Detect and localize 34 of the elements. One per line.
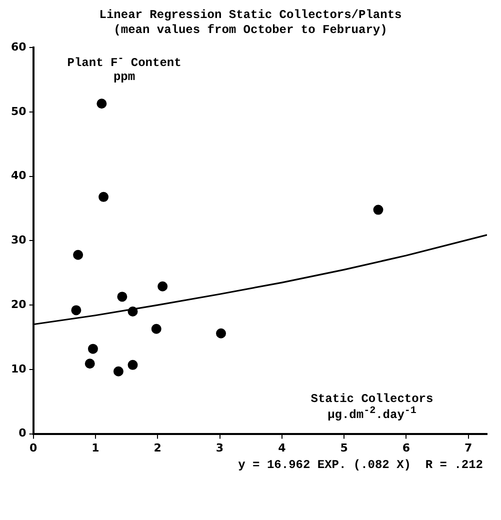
y-tick-label: 30: [10, 234, 27, 247]
point: [216, 328, 226, 338]
y-tick-label: 60: [10, 40, 27, 54]
point: [73, 250, 84, 260]
point: [128, 360, 138, 370]
point: [117, 292, 128, 302]
point: [88, 344, 98, 354]
x-tick-label: 0: [29, 441, 38, 454]
chart-subtitle: (mean values from October to February): [112, 23, 388, 38]
y-tick-label: 40: [10, 169, 27, 182]
point: [98, 192, 109, 202]
x-tick-label: 4: [278, 441, 286, 454]
point: [158, 281, 168, 292]
point: [151, 324, 162, 334]
y-tick-label: 0: [18, 426, 27, 440]
point: [113, 366, 124, 376]
point: [96, 98, 107, 109]
point: [84, 358, 95, 369]
text: y = 16.962 EXP. (.082 X) R = .212: [237, 458, 484, 472]
point: [373, 204, 384, 215]
chart-title: Linear Regression Static Collectors/Plants: [98, 8, 403, 23]
point: [71, 305, 82, 316]
x-tick-label: 6: [402, 441, 410, 454]
x-tick-label: 1: [92, 441, 100, 454]
x-tick-label: 3: [216, 441, 224, 454]
point: [128, 306, 138, 317]
x-tick-label: 5: [340, 441, 348, 454]
y-tick-label: 20: [10, 298, 27, 311]
y-tick-label: 50: [10, 104, 27, 118]
x-tick-label: 7: [464, 441, 472, 454]
y-tick-label: 10: [10, 362, 27, 376]
x-tick-label: 2: [154, 441, 162, 454]
x-axis-title: Static Collectors µg.dm$^{-2}$.day$^{-1}$: [310, 392, 434, 422]
y-axis-title: Plant F$^{-}$ Content ppm: [66, 54, 182, 84]
